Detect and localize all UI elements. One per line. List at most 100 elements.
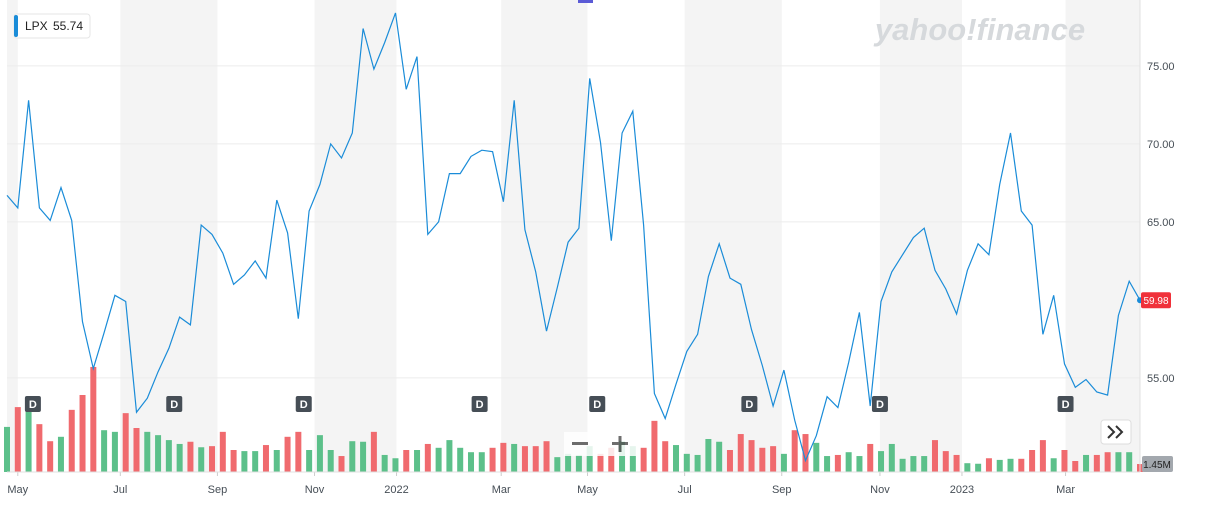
volume-bar <box>683 453 690 472</box>
volume-bar <box>165 440 172 472</box>
volume-bar <box>284 436 291 472</box>
volume-bar <box>575 454 582 472</box>
volume-bar <box>964 463 971 472</box>
y-tick-label: 75.00 <box>1147 61 1175 73</box>
legend-symbol: LPX <box>25 19 48 33</box>
y-tick-label: 55.00 <box>1147 373 1175 385</box>
dividend-label: D <box>300 399 308 411</box>
volume-bar <box>780 453 787 472</box>
volume-bar <box>748 440 755 472</box>
volume-bar <box>403 450 410 472</box>
y-tick-label: 65.00 <box>1147 217 1175 229</box>
price-tag <box>1141 292 1171 309</box>
volume-bar <box>1126 452 1133 472</box>
volume-bar <box>1007 458 1014 472</box>
volume-bar <box>327 450 334 472</box>
drag-handle[interactable] <box>578 0 593 3</box>
volume-bar <box>25 409 32 472</box>
volume-bar <box>824 456 831 472</box>
volume-bar <box>878 451 885 472</box>
volume-bar <box>360 441 367 472</box>
volume-bar <box>101 430 108 472</box>
volume-bar <box>295 431 302 472</box>
x-tick-label: May <box>577 484 598 496</box>
volume-bar <box>262 445 269 472</box>
volume-bar <box>1039 440 1046 472</box>
volume-tag-label: 1.45M <box>1143 460 1171 471</box>
volume-bar <box>176 443 183 472</box>
volume-bar <box>392 458 399 472</box>
volume-bar <box>68 409 75 472</box>
month-band <box>314 0 397 472</box>
volume-bar <box>111 431 118 472</box>
volume-bar <box>122 413 129 472</box>
volume-bar <box>1018 458 1025 472</box>
volume-bar <box>349 441 356 472</box>
volume-bar <box>1061 450 1068 472</box>
month-band <box>501 0 588 472</box>
volume-bar <box>1115 452 1122 472</box>
volume-bar <box>770 446 777 472</box>
volume-bar <box>241 451 248 472</box>
volume-bar <box>511 443 518 472</box>
volume-bar <box>845 452 852 472</box>
volume-bar <box>1029 450 1036 472</box>
month-band <box>684 0 782 472</box>
volume-bar <box>478 452 485 472</box>
x-tick-label: Jul <box>113 484 127 496</box>
volume-bar <box>457 447 464 472</box>
dividend-label: D <box>876 399 884 411</box>
dividend-label: D <box>29 399 37 411</box>
volume-bar <box>273 450 280 472</box>
dividend-marker <box>871 396 888 412</box>
expand-button[interactable] <box>1100 419 1132 445</box>
dividend-marker <box>1057 396 1074 412</box>
volume-bar <box>1093 454 1100 472</box>
volume-bar <box>910 456 917 472</box>
volume-bar <box>36 424 43 472</box>
month-band <box>7 0 18 472</box>
volume-bar <box>975 463 982 472</box>
volume-bar <box>651 420 658 472</box>
volume-bar <box>931 440 938 472</box>
volume-bar <box>996 459 1003 472</box>
volume-bar <box>521 446 528 472</box>
volume-bar <box>133 428 140 472</box>
volume-bar <box>640 447 647 472</box>
volume-bar <box>554 457 561 472</box>
volume-bar <box>1072 461 1079 472</box>
volume-bar <box>500 442 507 472</box>
volume-bar <box>565 453 572 472</box>
volume-bar <box>1083 454 1090 472</box>
x-tick-label: 2023 <box>950 484 974 496</box>
volume-bar <box>586 446 593 472</box>
x-tick-label: Nov <box>305 484 325 496</box>
y-tick-label: 70.00 <box>1147 139 1175 151</box>
dividend-label: D <box>170 399 178 411</box>
month-band <box>879 0 962 472</box>
volume-bar <box>90 366 97 472</box>
volume-bar <box>942 451 949 472</box>
volume-bar <box>543 441 550 472</box>
volume-bar <box>662 441 669 472</box>
volume-bar <box>144 431 151 472</box>
legend: LPX 55.74 <box>13 13 91 39</box>
volume-bar <box>921 456 928 472</box>
volume-bar <box>155 435 162 472</box>
volume-bar <box>759 447 766 472</box>
volume-bar <box>414 450 421 472</box>
volume-tag <box>1142 456 1173 473</box>
volume-bar <box>381 454 388 472</box>
month-band <box>120 0 218 472</box>
volume-bar <box>716 441 723 472</box>
volume-bar <box>370 431 377 472</box>
month-band <box>1065 0 1140 472</box>
volume-bar <box>673 445 680 472</box>
x-tick-label: Nov <box>870 484 890 496</box>
x-tick-label: Sep <box>772 484 792 496</box>
zoom-controls[interactable] <box>564 432 640 456</box>
volume-bar <box>608 447 615 472</box>
volume-bar <box>619 441 626 472</box>
volume-bar <box>867 443 874 472</box>
volume-bar <box>629 446 636 472</box>
